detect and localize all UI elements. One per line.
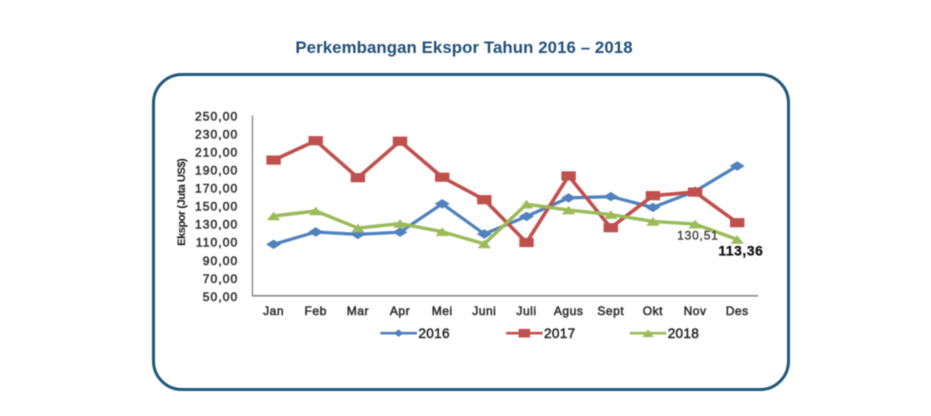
svg-text:Juli: Juli <box>516 304 536 318</box>
svg-text:Mar: Mar <box>347 304 369 318</box>
svg-text:210,00: 210,00 <box>195 146 238 160</box>
svg-text:Sept: Sept <box>597 304 624 318</box>
svg-text:250,00: 250,00 <box>195 110 238 124</box>
svg-text:190,00: 190,00 <box>195 164 238 178</box>
svg-text:230,00: 230,00 <box>195 128 238 142</box>
svg-text:Okt: Okt <box>643 304 663 318</box>
svg-text:150,00: 150,00 <box>195 200 238 214</box>
svg-text:Feb: Feb <box>305 304 327 318</box>
svg-text:Ekspor (Juta US$): Ekspor (Juta US$) <box>176 158 188 246</box>
svg-text:Apr: Apr <box>390 304 410 318</box>
svg-text:2017: 2017 <box>544 326 575 341</box>
svg-text:170,00: 170,00 <box>195 182 238 196</box>
svg-text:Des: Des <box>726 304 749 318</box>
svg-text:Jan: Jan <box>263 304 284 318</box>
svg-text:113,36: 113,36 <box>718 244 763 259</box>
svg-text:70,00: 70,00 <box>203 272 239 286</box>
svg-text:130,00: 130,00 <box>195 218 238 232</box>
svg-text:2018: 2018 <box>668 326 699 341</box>
svg-text:2016: 2016 <box>418 326 449 341</box>
svg-text:110,00: 110,00 <box>196 236 238 250</box>
svg-text:50,00: 50,00 <box>203 290 239 304</box>
svg-text:Agus: Agus <box>554 304 584 318</box>
svg-text:130,51: 130,51 <box>677 229 719 243</box>
svg-text:Nov: Nov <box>684 304 707 318</box>
svg-text:90,00: 90,00 <box>203 254 239 268</box>
svg-text:Mei: Mei <box>432 304 453 318</box>
svg-text:Juni: Juni <box>472 304 496 318</box>
